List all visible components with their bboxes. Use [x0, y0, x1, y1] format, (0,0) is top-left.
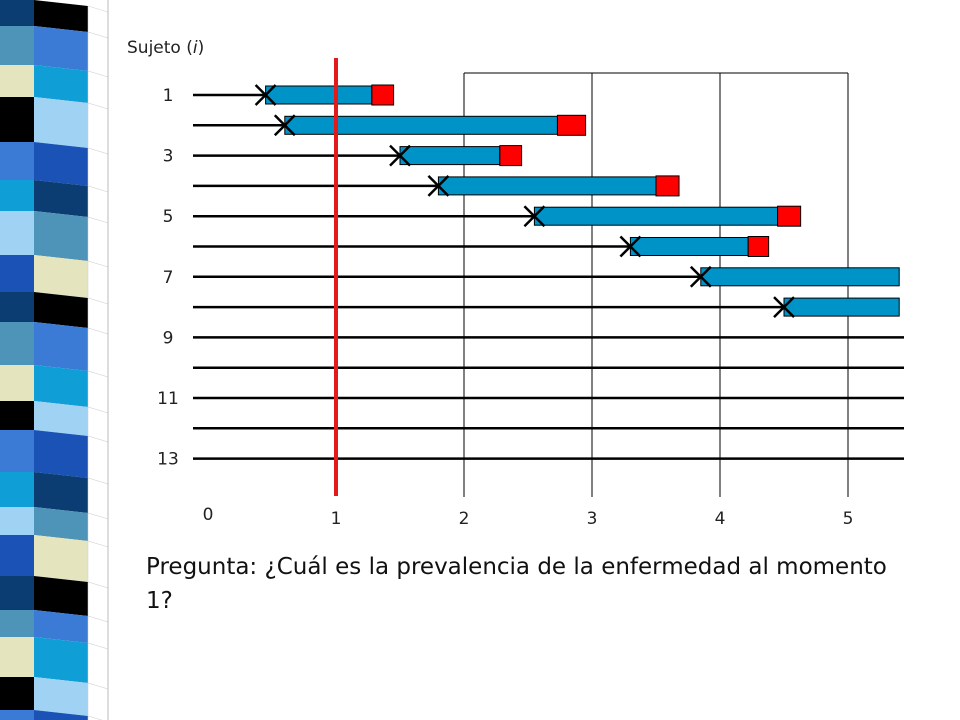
disease-end-marker — [556, 114, 587, 136]
subject-label: 11 — [157, 389, 179, 409]
disease-end-marker — [371, 84, 395, 106]
subject-label: 5 — [163, 207, 174, 227]
disease-end-marker — [655, 175, 680, 197]
time-tick-label: 4 — [715, 509, 726, 529]
y-axis-title: Sujeto (i) — [127, 38, 204, 58]
disease-duration-bar — [700, 267, 900, 287]
subject-label: 9 — [163, 328, 174, 348]
subject-row — [193, 205, 802, 228]
subject-rows — [193, 84, 904, 460]
subject-row — [193, 235, 770, 258]
time-tick-label: 3 — [587, 509, 598, 529]
subject-row — [193, 296, 900, 318]
disease-duration-bar — [533, 206, 779, 226]
onset-cross-icon — [773, 296, 795, 318]
decorative-side-stripe — [0, 0, 109, 720]
time-tick-label: 5 — [843, 509, 854, 529]
subject-label: 3 — [163, 147, 174, 167]
disease-end-marker — [499, 145, 523, 167]
onset-cross-icon — [619, 235, 642, 258]
disease-end-marker — [777, 205, 802, 227]
disease-duration-bar — [437, 176, 657, 196]
subject-label: 13 — [157, 450, 179, 470]
onset-cross-icon — [389, 144, 411, 167]
subject-row — [193, 175, 680, 197]
time-tick-label: 1 — [331, 509, 342, 529]
time-axis-labels: 0 1 2 3 4 5 — [203, 505, 854, 529]
onset-cross-icon — [689, 265, 712, 288]
subject-row — [193, 114, 587, 137]
disease-duration-bar — [265, 85, 373, 105]
time-tick-label: 2 — [459, 509, 470, 529]
question-text: Pregunta: ¿Cuál es la prevalencia de la … — [146, 554, 887, 614]
subject-row — [193, 265, 900, 288]
subject-row — [193, 144, 523, 167]
time-tick-label: 0 — [203, 505, 214, 525]
subject-label: 1 — [163, 86, 174, 106]
subject-label: 7 — [163, 268, 174, 288]
disease-end-marker — [747, 236, 770, 257]
onset-cross-icon — [254, 84, 277, 106]
subject-row — [193, 84, 395, 106]
disease-duration-bar — [284, 115, 558, 135]
disease-duration-bar — [783, 297, 900, 317]
onset-cross-icon — [427, 175, 450, 197]
disease-duration-bar — [629, 237, 749, 256]
onset-cross-icon — [273, 114, 296, 137]
disease-duration-bar — [399, 146, 501, 166]
onset-cross-icon — [523, 205, 546, 228]
